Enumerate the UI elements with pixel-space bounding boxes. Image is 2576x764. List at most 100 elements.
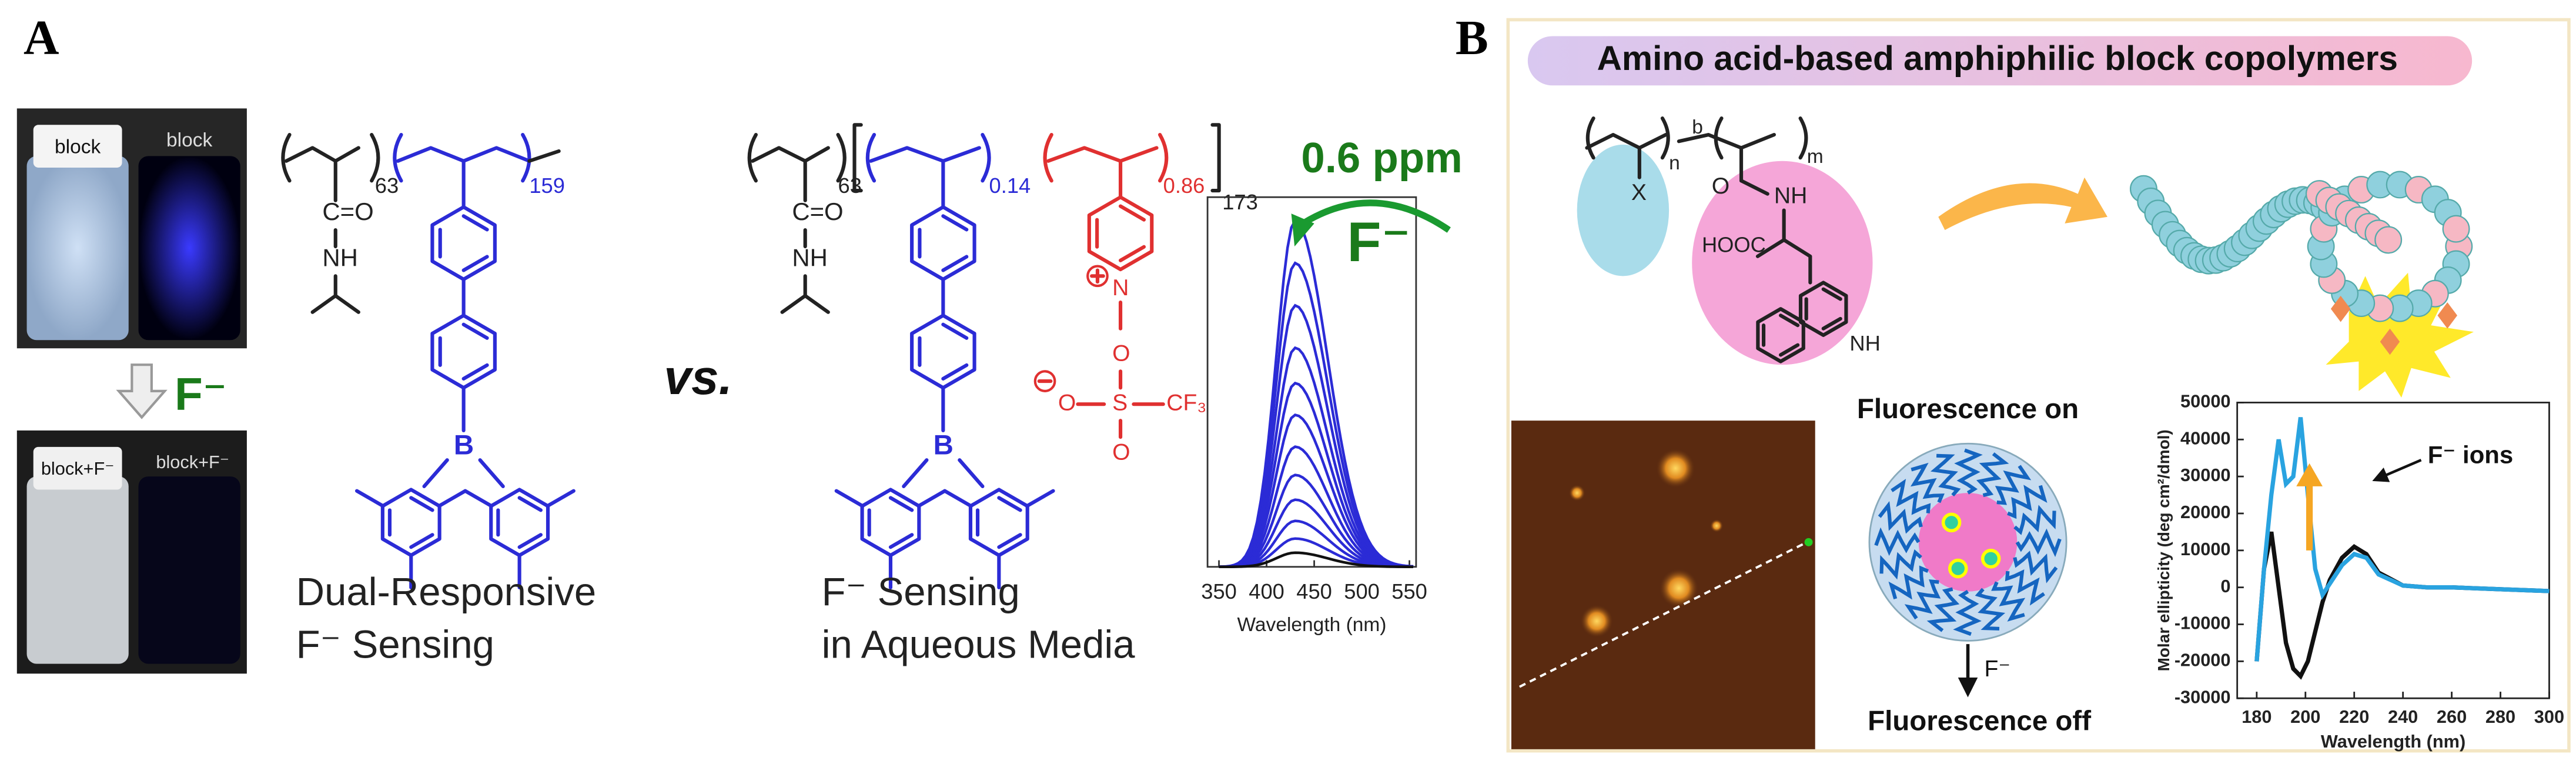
x-axis-label: Wavelength (nm) xyxy=(2321,731,2465,752)
group: C=O xyxy=(322,198,373,225)
subscript: 173 xyxy=(1222,190,1258,214)
bracket xyxy=(1158,132,1169,183)
vial xyxy=(138,476,240,664)
spectrum-curve xyxy=(1219,303,1414,568)
micelle-label: Fluorescence off xyxy=(1868,706,2091,737)
bracket xyxy=(1660,116,1670,160)
micelle-chain xyxy=(1874,527,1921,556)
afm-spot xyxy=(1709,519,1724,533)
scan-end xyxy=(1804,538,1813,546)
bond xyxy=(941,322,969,340)
x-tick-label: 400 xyxy=(1249,579,1284,603)
subscript: 0.14 xyxy=(989,174,1031,198)
y-tick-label: 50000 xyxy=(2180,391,2230,412)
group: HOOC xyxy=(1702,233,1766,257)
bead xyxy=(2374,226,2403,254)
bond xyxy=(1778,313,1800,328)
x-tick-label: 550 xyxy=(1391,579,1427,603)
bond xyxy=(527,149,561,163)
fluorophore xyxy=(1980,549,2001,569)
vial xyxy=(26,156,129,341)
bond xyxy=(354,489,385,508)
group: S xyxy=(1112,391,1128,416)
bond xyxy=(1821,316,1842,331)
y-tick-label: 20000 xyxy=(2180,502,2230,522)
fluorophore xyxy=(1941,512,1962,533)
x-tick-label: 220 xyxy=(2339,706,2369,727)
micelle-chain xyxy=(1975,588,2006,630)
caption: F⁻ Sensing xyxy=(296,622,494,666)
panel-frame xyxy=(1506,18,2571,753)
bond xyxy=(409,496,434,512)
bond xyxy=(1046,146,1159,163)
micelle-chain xyxy=(1930,453,1961,497)
fluorophore xyxy=(1948,558,1968,579)
down-arrow xyxy=(116,363,168,419)
micelle-chain xyxy=(1954,448,1983,495)
x-axis-label: Wavelength (nm) xyxy=(1237,614,1387,636)
x-tick-label: 260 xyxy=(2437,706,2467,727)
bond xyxy=(461,322,489,340)
scan-line xyxy=(1519,541,1808,688)
bracket xyxy=(1585,116,1595,160)
title-banner xyxy=(1527,36,2473,86)
x-tick-label: 300 xyxy=(2534,706,2564,727)
group: N xyxy=(1112,275,1129,301)
group: O xyxy=(1112,439,1130,465)
bracket xyxy=(865,132,876,183)
group: NH xyxy=(792,243,828,271)
bond xyxy=(1778,343,1800,357)
bond xyxy=(461,363,489,381)
curved-arrow xyxy=(1296,199,1451,233)
micelle-chain xyxy=(1891,479,1931,515)
bond xyxy=(869,146,981,163)
bond xyxy=(1210,123,1221,193)
group: O xyxy=(1058,391,1076,416)
micelle-chain xyxy=(2005,569,2045,606)
bond xyxy=(461,255,489,272)
y-tick-label: 40000 xyxy=(2180,428,2230,448)
afm-spot xyxy=(1568,485,1585,502)
y-tick-label: -10000 xyxy=(2174,613,2231,633)
annotation: F⁻ ions xyxy=(2428,441,2513,469)
bond xyxy=(517,496,543,512)
photo-label: block+F⁻ xyxy=(41,458,115,479)
bond xyxy=(852,123,863,193)
afm-spot xyxy=(1655,448,1695,488)
bond xyxy=(396,146,531,163)
plot-frame xyxy=(1206,196,1417,568)
bond xyxy=(463,489,494,508)
charge xyxy=(1086,265,1109,288)
group: C=O xyxy=(792,198,843,225)
caption: in Aqueous Media xyxy=(822,622,1136,666)
bond xyxy=(997,533,1022,549)
y-tick-label: -20000 xyxy=(2174,650,2231,670)
cd-line xyxy=(2254,417,2550,662)
bond xyxy=(1739,179,1769,196)
bond xyxy=(284,146,360,163)
bracket xyxy=(370,132,380,183)
bond xyxy=(422,458,449,488)
bond xyxy=(997,496,1022,512)
bond xyxy=(478,458,505,488)
panel-label: B xyxy=(1456,11,1488,65)
caption: Dual-Responsive xyxy=(296,570,596,614)
micelle-chain xyxy=(1976,452,2009,498)
bond xyxy=(1087,195,1154,272)
photo-label: block+F⁻ xyxy=(156,452,229,472)
bond xyxy=(461,214,489,232)
bond xyxy=(1118,245,1146,262)
bond xyxy=(1756,307,1805,363)
micelle-chain xyxy=(1995,465,2032,505)
vial xyxy=(26,476,129,664)
bond xyxy=(1585,132,1668,150)
x-tick-label: 450 xyxy=(1296,579,1332,603)
photo-label: block xyxy=(166,129,212,151)
micelle-chain xyxy=(1879,549,1922,580)
micelle-chain xyxy=(2015,528,2062,558)
x-tick-label: 500 xyxy=(1344,579,1380,603)
y-tick-label: 30000 xyxy=(2180,465,2230,485)
subscript: 63 xyxy=(838,174,862,198)
bracket xyxy=(521,132,531,183)
afm-spot xyxy=(1659,568,1699,608)
